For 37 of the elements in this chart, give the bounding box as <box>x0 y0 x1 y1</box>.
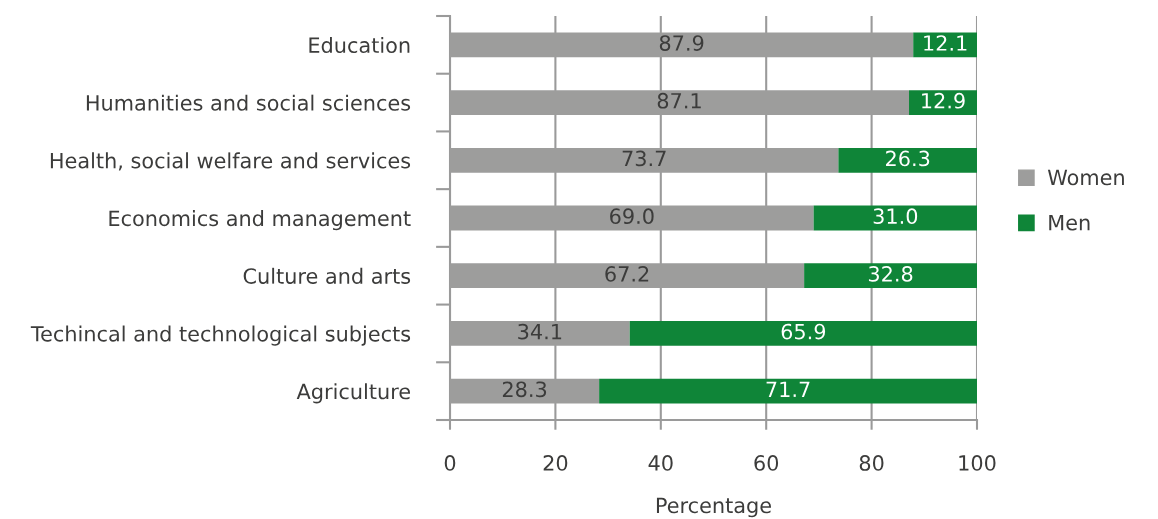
data-label: 67.2 <box>605 266 649 282</box>
data-label: 69.0 <box>610 208 654 225</box>
y-tick-label: Agriculture <box>296 383 410 404</box>
data-label: 87.9 <box>659 35 704 51</box>
x-axis-title: Percentage <box>656 497 771 518</box>
y-tick-label: Culture and arts <box>243 267 411 284</box>
x-tick-label: 0 <box>444 455 456 471</box>
x-tick-label: 60 <box>754 455 779 471</box>
bar <box>813 205 977 231</box>
data-label: 31.0 <box>873 208 918 225</box>
y-tick-label: Economics and management <box>109 210 411 231</box>
bar <box>629 321 977 346</box>
data-label: 32.8 <box>868 266 913 282</box>
data-label: 26.3 <box>886 150 930 167</box>
data-label: 71.7 <box>766 381 810 397</box>
x-tick-label: 80 <box>859 455 884 471</box>
x-tick-label: 20 <box>543 455 568 471</box>
y-tick-label: Education <box>309 36 410 54</box>
data-label: 65.9 <box>781 323 826 340</box>
data-label: 28.3 <box>502 381 547 398</box>
y-tick-label: Health, social welfare and services <box>50 152 411 171</box>
data-label: 12.9 <box>922 92 965 109</box>
data-label: 87.1 <box>657 92 701 109</box>
legend-label: Women <box>1047 169 1124 186</box>
data-label: 34.1 <box>518 323 562 340</box>
data-label: 73.7 <box>622 150 666 167</box>
y-tick-label: Techincal and technological subjects <box>30 325 411 346</box>
bar <box>909 90 977 115</box>
data-label: 12.1 <box>924 35 967 51</box>
x-tick-label: 100 <box>959 455 996 471</box>
x-tick-label: 40 <box>648 455 673 471</box>
y-tick-label: Humanities and social sciences <box>86 94 411 111</box>
bar <box>599 378 977 404</box>
bar <box>804 263 977 289</box>
bar <box>838 147 977 173</box>
bar <box>913 32 977 58</box>
legend-label: Men <box>1049 214 1090 231</box>
